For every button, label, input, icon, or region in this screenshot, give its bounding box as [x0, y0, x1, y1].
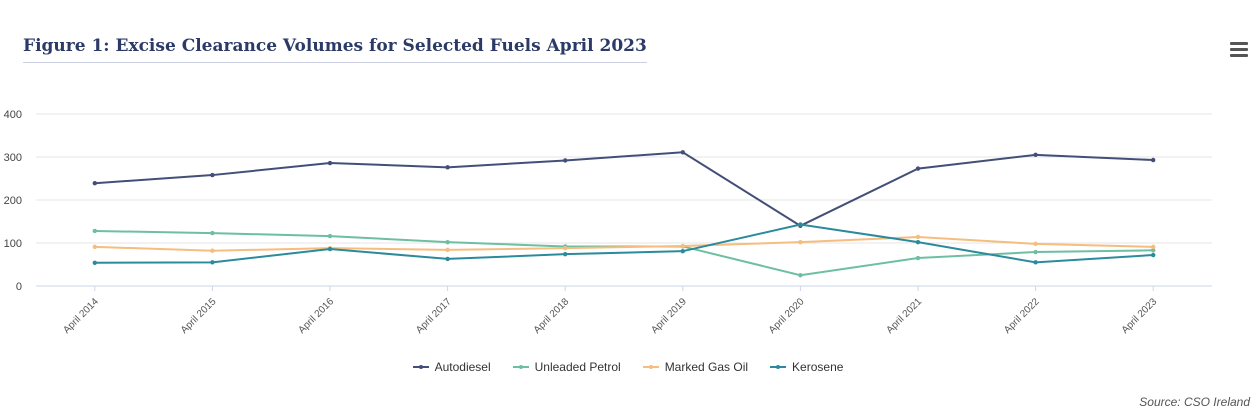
legend-item[interactable]: Autodiesel — [412, 360, 491, 374]
legend-item[interactable]: Marked Gas Oil — [642, 360, 749, 374]
data-point — [915, 239, 921, 245]
data-point — [915, 255, 921, 261]
data-point — [563, 251, 568, 257]
data-point — [915, 166, 921, 171]
chart-title-wrap: Figure 1: Excise Clearance Volumes for S… — [23, 36, 647, 63]
chart-legend: Autodiesel Unleaded Petrol Marked Gas Oil K… — [0, 360, 1256, 374]
y-tick-label: 0 — [16, 281, 22, 293]
data-point — [92, 181, 98, 186]
x-tick-label: April 2022 — [1002, 296, 1042, 336]
legend-label: Marked Gas Oil — [664, 360, 749, 374]
legend-swatch-icon — [512, 362, 529, 372]
x-tick-label: April 2014 — [61, 296, 101, 336]
data-point — [680, 243, 685, 249]
data-point — [563, 158, 568, 163]
data-point — [1033, 241, 1038, 247]
data-point — [680, 248, 685, 254]
data-point — [92, 260, 98, 265]
data-point — [1033, 152, 1038, 158]
data-point — [798, 273, 803, 278]
x-tick-label: April 2018 — [532, 296, 572, 336]
data-point — [445, 165, 450, 170]
series-line — [94, 223, 1154, 264]
series-line — [94, 151, 1154, 227]
x-tick-label: April 2019 — [649, 296, 689, 336]
data-point — [1151, 244, 1156, 250]
data-point — [798, 239, 803, 245]
data-point — [210, 248, 215, 253]
data-point — [1151, 252, 1156, 258]
legend-label: Autodiesel — [434, 360, 491, 374]
data-point — [327, 233, 333, 239]
x-tick-label: April 2021 — [885, 296, 925, 336]
legend-label: Kerosene — [792, 360, 844, 374]
data-point — [1033, 260, 1038, 265]
legend-swatch-icon — [642, 362, 659, 372]
data-point — [915, 234, 921, 240]
data-point — [798, 222, 803, 227]
x-tick-label: April 2020 — [767, 296, 807, 336]
chart-title: Figure 1: Excise Clearance Volumes for S… — [23, 36, 647, 56]
data-point — [327, 246, 333, 252]
x-tick-label: April 2017 — [414, 296, 454, 336]
data-point — [680, 150, 685, 155]
x-tick-label: April 2016 — [297, 296, 337, 336]
data-point — [210, 172, 215, 178]
data-point — [92, 244, 98, 250]
y-tick-label: 400 — [4, 109, 22, 121]
data-point — [445, 247, 450, 253]
y-tick-label: 100 — [4, 238, 22, 250]
data-point — [563, 245, 568, 251]
legend-item[interactable]: Unleaded Petrol — [512, 360, 621, 374]
legend-swatch-icon — [412, 362, 429, 372]
legend-swatch-icon — [770, 362, 787, 372]
data-point — [210, 230, 215, 236]
x-tick-label: April 2023 — [1120, 296, 1160, 336]
y-tick-label: 300 — [4, 152, 22, 164]
hamburger-menu-icon[interactable] — [1230, 42, 1248, 58]
data-point — [445, 239, 450, 245]
data-point — [1151, 157, 1156, 163]
legend-label: Unleaded Petrol — [534, 360, 621, 374]
y-tick-label: 200 — [4, 195, 22, 207]
source-note: Source: CSO Ireland — [1139, 395, 1250, 409]
x-tick-label: April 2015 — [179, 296, 219, 336]
data-point — [210, 260, 215, 265]
data-point — [1033, 249, 1038, 255]
data-point — [1151, 248, 1156, 253]
series-line — [94, 235, 1154, 252]
data-point — [445, 256, 450, 262]
data-point — [327, 160, 333, 166]
legend-item[interactable]: Kerosene — [770, 360, 843, 374]
data-point — [92, 228, 98, 234]
line-chart: 0 100 200 300 400 April 2014 April 2015 April 2… — [4, 109, 1212, 336]
